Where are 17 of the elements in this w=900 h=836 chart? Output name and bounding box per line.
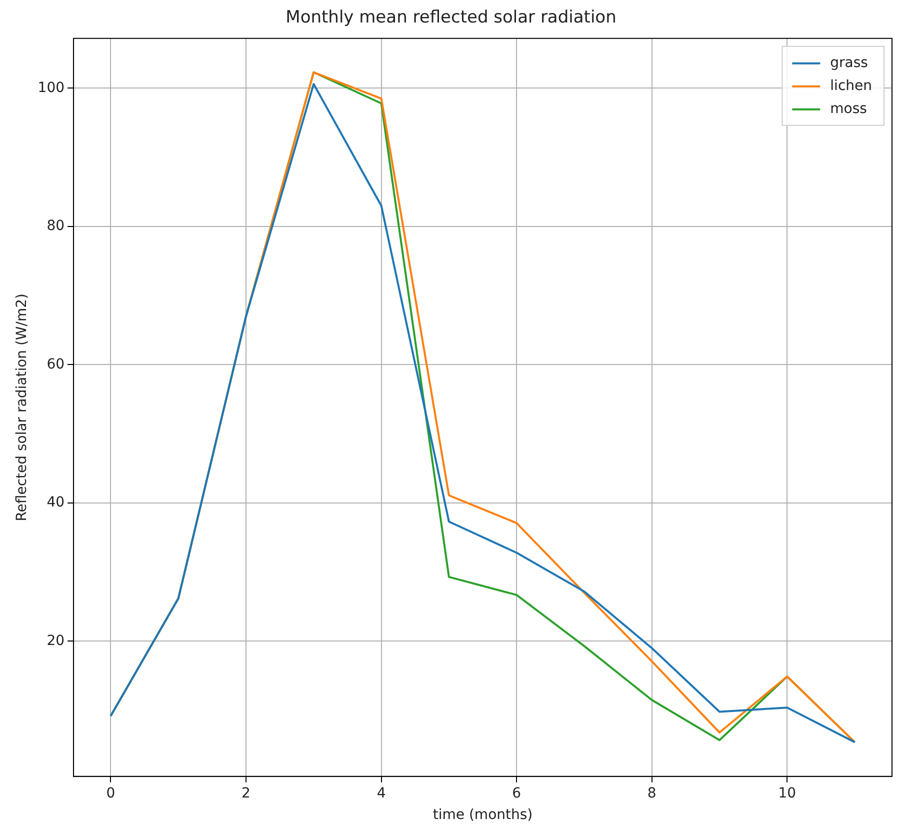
y-tick-label: 100 <box>38 80 65 96</box>
y-tick-label: 40 <box>46 494 65 511</box>
x-tick-label: 8 <box>647 785 656 802</box>
y-tick-label: 80 <box>46 218 65 234</box>
legend-label: moss <box>830 101 867 118</box>
legend-label: grass <box>830 55 868 72</box>
x-tick-label: 4 <box>376 785 386 802</box>
legend-label: lichen <box>830 78 872 94</box>
x-tick-label: 6 <box>512 785 522 802</box>
chart-title: Monthly mean reflected solar radiation <box>286 8 616 28</box>
x-tick-label: 0 <box>106 785 116 802</box>
x-axis-title: time (months) <box>432 807 533 824</box>
x-tick-label: 10 <box>778 785 796 802</box>
y-tick-label: 20 <box>46 632 65 649</box>
x-tick-label: 2 <box>242 785 250 802</box>
y-axis-title: Reflected solar radiation (W/m2) <box>14 293 30 522</box>
y-tick-label: 60 <box>46 356 65 372</box>
